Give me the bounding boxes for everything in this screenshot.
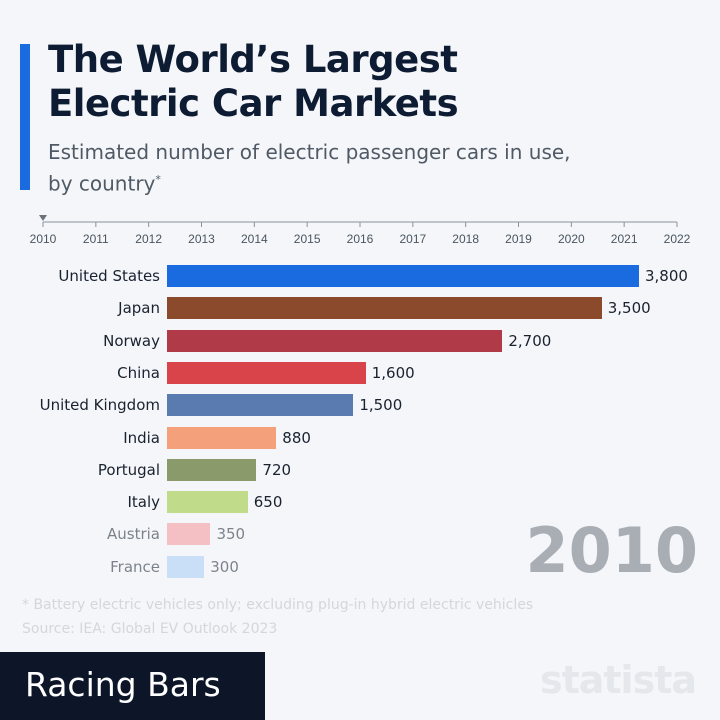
accent-bar	[20, 44, 30, 190]
timeline-tick-label: 2014	[240, 232, 268, 246]
category-label: France	[110, 557, 160, 576]
timeline-tick-label: 2013	[188, 232, 215, 246]
value-label: 1,600	[371, 363, 415, 382]
subtitle-mark: *	[155, 173, 161, 186]
category-label: Norway	[103, 331, 160, 350]
timeline-marker-icon	[39, 215, 47, 221]
value-label: 2,700	[508, 331, 552, 350]
title-line-1: The World’s Largest	[48, 38, 458, 81]
category-label: China	[117, 363, 160, 382]
bar	[167, 426, 277, 449]
bar	[167, 265, 639, 287]
timeline-tick-label: 2015	[293, 232, 321, 246]
timeline-tick-label: 2019	[505, 232, 532, 246]
bar	[167, 491, 248, 514]
category-label: Portugal	[97, 460, 160, 479]
value-label: 300	[210, 557, 239, 576]
title-line-2: Electric Car Markets	[48, 82, 459, 125]
timeline-tick-label: 2011	[82, 232, 109, 246]
current-year-label: 2010	[525, 514, 698, 587]
bar	[167, 297, 602, 320]
category-label: Austria	[107, 525, 160, 544]
subtitle-line-1: Estimated number of electric passenger c…	[48, 140, 571, 164]
value-label: 350	[216, 525, 246, 544]
bar	[167, 523, 211, 546]
category-label: Italy	[127, 493, 160, 512]
timeline-tick-label: 2016	[346, 232, 374, 246]
source-note: Source: IEA: Global EV Outlook 2023	[22, 621, 278, 637]
category-label: United States	[58, 267, 160, 285]
timeline-tick-label: 2018	[452, 232, 480, 246]
timeline-tick-label: 2017	[399, 232, 427, 246]
value-label: 880	[282, 428, 311, 447]
chart-title: The World’s Largest Electric Car Markets	[48, 38, 459, 126]
timeline-tick-label: 2010	[29, 232, 57, 246]
value-label: 650	[253, 493, 283, 512]
subtitle-line-2: by country	[48, 171, 156, 196]
category-label: India	[123, 428, 160, 447]
racing-bars-badge: Racing Bars	[0, 652, 265, 720]
footnote: * Battery electric vehicles only; exclud…	[22, 597, 534, 613]
timeline-axis	[39, 215, 678, 227]
timeline-tick-label: 2021	[610, 232, 638, 246]
bar	[167, 361, 366, 384]
category-label: Japan	[118, 299, 160, 318]
category-label: United Kingdom	[39, 396, 160, 415]
bar	[167, 394, 354, 417]
value-label: 3,500	[607, 299, 651, 318]
statista-logo: statista	[539, 658, 697, 702]
chart-subtitle: Estimated number of electric passenger c…	[48, 138, 571, 198]
timeline-tick-label: 2022	[663, 232, 691, 246]
bar	[167, 555, 205, 578]
value-label: 3,800	[645, 267, 688, 285]
value-label: 720	[262, 460, 292, 479]
timeline-tick-label: 2020	[557, 232, 585, 246]
value-label: 1,500	[359, 396, 403, 415]
bar	[167, 458, 257, 481]
timeline-tick-label: 2012	[135, 232, 163, 246]
bar	[167, 329, 503, 352]
